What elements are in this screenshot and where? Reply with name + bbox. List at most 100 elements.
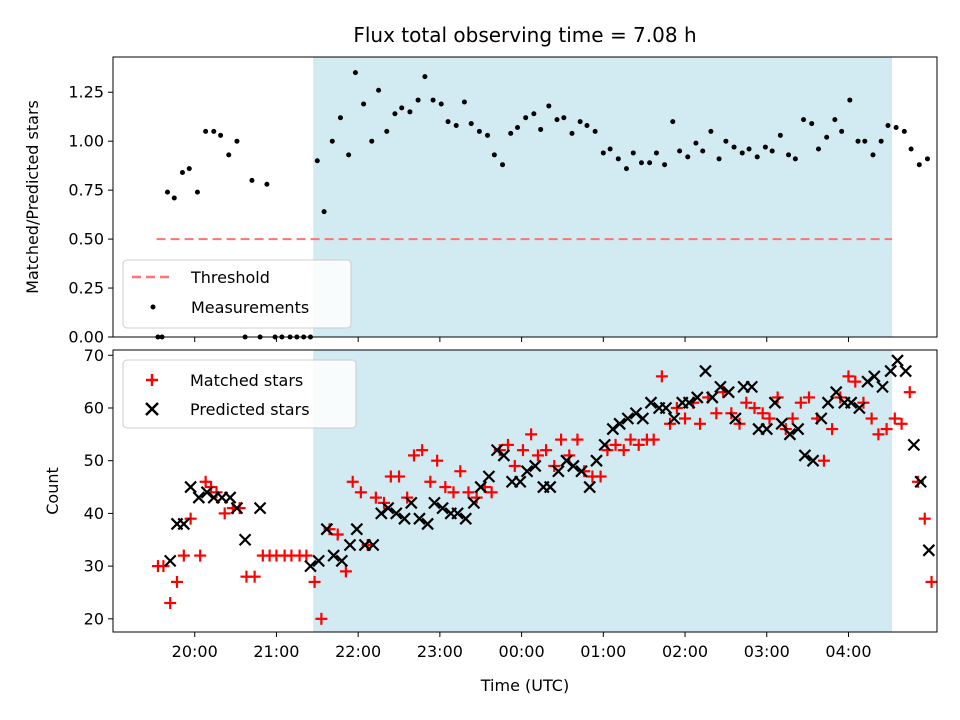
measurement-point: [407, 109, 413, 115]
y-tick-label: 0.00: [68, 328, 104, 347]
matched-star-point: [694, 417, 707, 430]
measurement-point: [264, 181, 270, 187]
x-tick-label: 23:00: [417, 642, 463, 661]
matched-star-point: [300, 549, 313, 562]
predicted-star-b: [513, 475, 527, 489]
predicted-star-point: [335, 554, 349, 568]
predicted-star-b: [659, 401, 673, 415]
predicted-star-b: [567, 459, 580, 473]
predicted-star-b: [552, 464, 565, 478]
matched-star-point: [346, 475, 359, 488]
matched-star-point: [516, 444, 529, 457]
predicted-star-b: [238, 533, 252, 547]
predicted-star-b: [520, 464, 534, 478]
measurement-point: [607, 146, 613, 152]
predicted-star-b: [200, 486, 214, 499]
measurement-point: [415, 97, 421, 103]
x-axis-title: Time (UTC): [480, 676, 569, 695]
measurement-point: [430, 97, 436, 103]
measurement-point: [218, 132, 224, 138]
matched-star-point: [571, 433, 584, 446]
predicted-star-b: [312, 554, 325, 568]
predicted-star-point: [705, 391, 719, 404]
predicted-star-point: [791, 422, 805, 436]
predicted-star-b: [899, 364, 912, 378]
matched-star-point: [315, 612, 328, 625]
predicted-star-point: [390, 507, 403, 520]
predicted-star-point: [575, 464, 588, 478]
predicted-star-b: [398, 512, 411, 525]
predicted-star-b: [814, 412, 828, 425]
matched-star-point: [647, 433, 660, 446]
matched-star-point: [865, 412, 878, 425]
predicted-star-point: [253, 501, 267, 515]
predicted-star-b: [474, 480, 488, 494]
matched-star-point: [872, 428, 885, 441]
measurement-point: [569, 130, 575, 136]
predicted-star-b: [428, 496, 441, 510]
measurement-point: [194, 189, 200, 195]
predicted-star-b: [390, 507, 403, 520]
measurement-point: [468, 121, 474, 127]
predicted-star-point: [327, 549, 340, 562]
predicted-star-point: [528, 459, 542, 473]
measurement-point: [508, 130, 514, 136]
matched-star-point: [888, 412, 901, 425]
predicted-star-point: [907, 438, 921, 452]
y-tick-label: 30: [84, 557, 104, 576]
top-y-axis-title: Matched/Predicted stars: [23, 100, 42, 294]
measurement-point: [546, 103, 552, 109]
predicted-star-b: [922, 544, 936, 557]
predicted-star-point: [636, 412, 650, 425]
y-tick-label: 70: [84, 346, 104, 365]
predicted-star-b: [868, 370, 881, 383]
predicted-star-b: [543, 480, 557, 494]
measurement-point: [855, 138, 861, 144]
measurement-point: [630, 150, 636, 156]
predicted-star-b: [184, 480, 197, 494]
matched-star-point: [632, 438, 645, 451]
predicted-star-b: [907, 438, 921, 452]
measurement-point: [870, 152, 876, 158]
matched-star-point: [540, 444, 553, 457]
matched-star-point: [786, 412, 799, 425]
predicted-star-b: [421, 517, 434, 531]
measurement-point: [786, 152, 792, 158]
predicted-star-b: [459, 512, 473, 525]
predicted-star-b: [327, 549, 340, 562]
matched-star-point: [555, 433, 568, 446]
measurement-point: [739, 150, 745, 156]
measurement-point: [399, 105, 405, 111]
measurement-point: [862, 138, 868, 144]
predicted-star-b: [451, 507, 464, 520]
predicted-star-b: [821, 396, 835, 409]
measurement-point: [754, 154, 760, 160]
predicted-star-b: [636, 412, 650, 425]
x-tick-label: 00:00: [499, 642, 545, 661]
measurement-point: [600, 150, 606, 156]
predicted-star-point: [699, 364, 712, 378]
matched-star-point: [679, 412, 692, 425]
y-tick-label: 50: [84, 451, 104, 470]
legend-measurements-label: Measurements: [191, 298, 309, 317]
matched-star-point: [501, 438, 514, 451]
measurement-point: [500, 162, 506, 168]
matched-star-point: [331, 528, 344, 541]
predicted-star-point: [552, 464, 565, 478]
predicted-star-point: [891, 354, 904, 367]
matched-star-point: [248, 570, 261, 583]
measurement-point: [901, 128, 907, 134]
measurement-point: [700, 148, 706, 154]
x-tick-label: 03:00: [744, 642, 790, 661]
matched-star-point: [817, 454, 830, 467]
predicted-star-b: [343, 538, 357, 552]
predicted-star-b: [699, 364, 712, 378]
measurement-point: [171, 195, 177, 201]
predicted-star-point: [814, 412, 828, 425]
measurement-point: [708, 128, 714, 134]
x-tick-label: 21:00: [253, 642, 299, 661]
measurement-point: [824, 134, 830, 140]
x-tick-label: 22:00: [335, 642, 381, 661]
predicted-star-b: [729, 412, 742, 425]
predicted-star-b: [253, 501, 267, 515]
